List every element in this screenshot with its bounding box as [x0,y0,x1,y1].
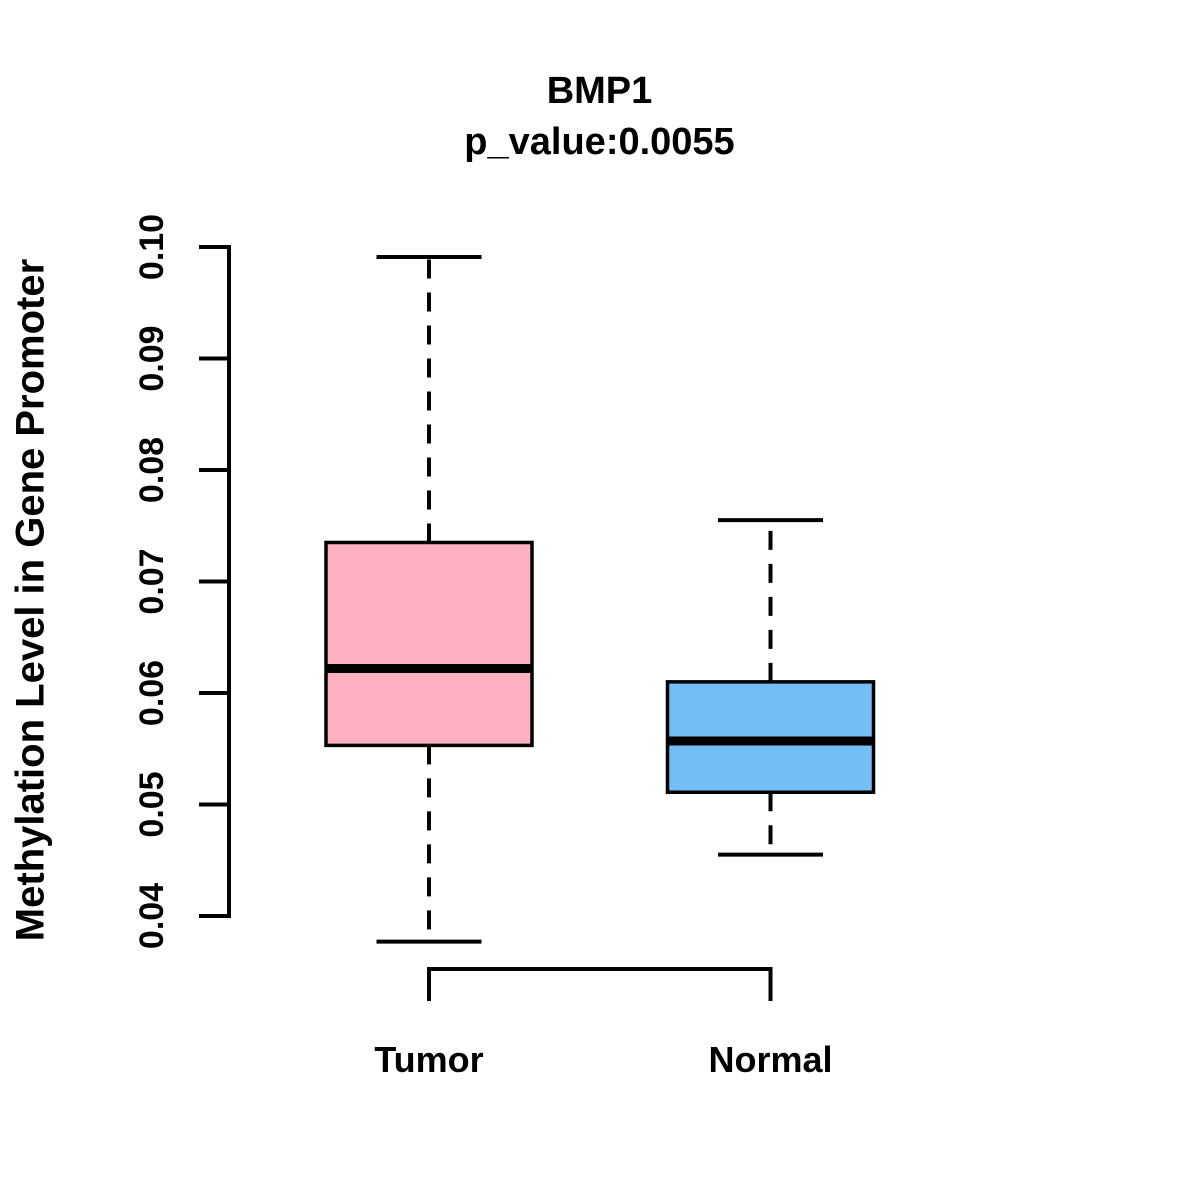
y-axis-tick-label: 0.07 [133,548,171,614]
chart-title: BMP1 [546,70,653,112]
x-axis-label-normal: Normal [708,1039,832,1080]
chart-pvalue-subtitle: p_value:0.0055 [464,121,735,163]
y-axis-tick-label: 0.09 [133,325,171,391]
y-axis-tick-label: 0.05 [133,771,171,837]
x-axis-bracket [427,967,773,1001]
iqr-box-tumor [324,540,534,748]
y-axis-tick-label: 0.10 [133,214,171,280]
y-axis-tick-label: 0.04 [133,883,171,949]
x-axis-label-tumor: Tumor [374,1039,483,1080]
y-axis-tick-label: 0.08 [133,437,171,503]
y-axis-tick-label: 0.06 [133,660,171,726]
